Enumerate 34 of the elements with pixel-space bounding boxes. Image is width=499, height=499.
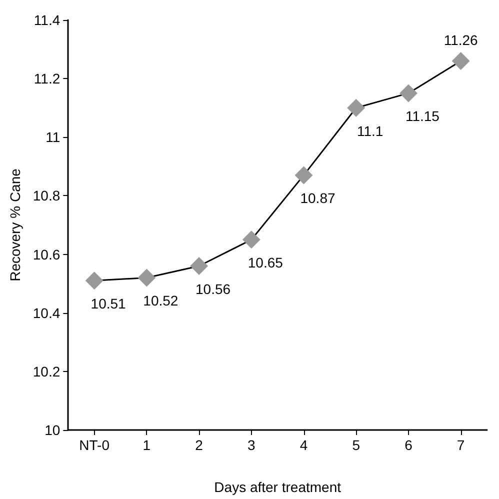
data-label: 11.26 bbox=[444, 32, 478, 48]
point bbox=[347, 98, 366, 117]
point bbox=[138, 268, 156, 287]
x-tick-label: 1 bbox=[142, 437, 151, 453]
data-label: 10.56 bbox=[196, 281, 231, 297]
y-tick-label: 10.6 bbox=[32, 246, 60, 262]
data-label: 10.51 bbox=[90, 296, 126, 312]
point bbox=[399, 84, 418, 102]
y-tick-label: 10.4 bbox=[32, 304, 60, 321]
y-axis-title: Recovery % Cane bbox=[7, 168, 23, 282]
y-tick-label: 11 bbox=[46, 129, 60, 146]
point bbox=[242, 230, 260, 249]
x-tick-label: 6 bbox=[404, 437, 413, 453]
data-label: 10.65 bbox=[248, 254, 284, 271]
data-label: 11.15 bbox=[405, 108, 440, 124]
y-tick-label: 11.2 bbox=[34, 70, 60, 87]
point bbox=[85, 272, 104, 290]
y-tick-label: 10.8 bbox=[32, 188, 60, 204]
point bbox=[452, 52, 470, 70]
x-tick-label: 5 bbox=[352, 437, 360, 453]
data-label: 10.52 bbox=[143, 292, 178, 309]
data-label: 10.87 bbox=[300, 190, 336, 206]
y-tick-label: 11.4 bbox=[34, 12, 60, 28]
y-tick-label: 10 bbox=[44, 422, 60, 438]
y-tick-label: 10.2 bbox=[32, 363, 60, 380]
x-tick-label: 4 bbox=[300, 437, 308, 453]
point bbox=[190, 257, 208, 275]
x-tick-label: NT-0 bbox=[79, 437, 110, 453]
point bbox=[294, 166, 313, 184]
x-axis-title: Days after treatment bbox=[214, 479, 342, 495]
x-tick-label: 7 bbox=[456, 437, 465, 453]
x-tick-label: 2 bbox=[195, 437, 204, 453]
x-tick-label: 3 bbox=[247, 437, 256, 453]
data-label: 11.1 bbox=[357, 122, 384, 139]
